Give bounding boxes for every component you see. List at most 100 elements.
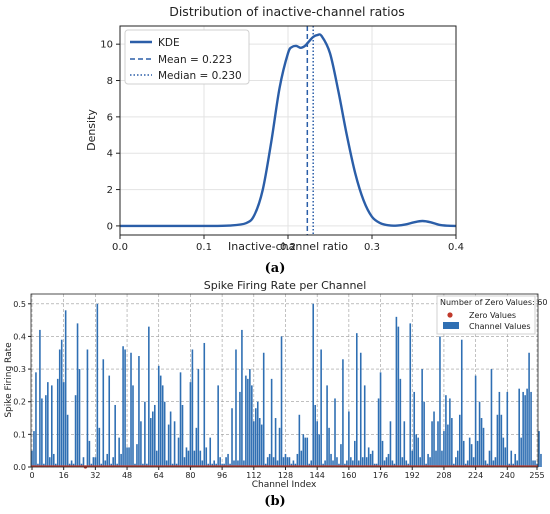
channel-bar [419, 457, 421, 467]
channel-bar [260, 424, 263, 467]
channel-bar [262, 352, 265, 467]
channel-bar [45, 395, 47, 467]
firing-y-tick-label: 0.0 [13, 463, 26, 472]
channel-bar [532, 460, 534, 467]
kde-x-tick-label: 0.4 [448, 242, 464, 253]
channel-bar [110, 463, 113, 467]
firing-x-tick-label: 16 [59, 471, 69, 480]
channel-bar [478, 401, 481, 467]
channel-bar [371, 450, 374, 467]
kde-y-tick-label: 2 [107, 185, 113, 196]
firing-x-tick-label: 0 [29, 471, 34, 480]
channel-bar [58, 349, 61, 467]
firing-x-tick-label: 160 [341, 471, 356, 480]
channel-bar [52, 453, 55, 467]
channel-bar [37, 463, 39, 467]
channel-bar [330, 453, 332, 467]
channel-bar [385, 457, 388, 467]
channel-bar [229, 463, 231, 467]
channel-bar [54, 463, 57, 467]
channel-bar [352, 460, 354, 467]
channel-bar [538, 431, 540, 467]
channel-bar [74, 395, 77, 467]
channel-bar [96, 303, 99, 467]
channel-bar [399, 378, 402, 467]
kde-x-tick-label: 0.2 [280, 242, 296, 253]
channel-bar [290, 463, 293, 467]
channel-bar [292, 460, 295, 467]
channel-bar [181, 404, 184, 467]
firing-y-tick-label: 0.1 [13, 430, 26, 439]
channel-bar [86, 349, 89, 467]
channel-bar [235, 349, 237, 467]
legend-zero-swatch [447, 312, 453, 318]
channel-bar [39, 329, 41, 467]
channel-bar [241, 329, 243, 467]
channel-bar [146, 463, 148, 467]
channel-bar [510, 450, 513, 467]
channel-bar [346, 460, 348, 467]
channel-bar [64, 310, 67, 467]
kde-x-axis-label: Inactive-channel ratio [228, 240, 348, 253]
channel-bar [350, 457, 352, 467]
channel-bar [526, 388, 528, 467]
channel-bar [304, 437, 307, 467]
channel-bar [161, 385, 164, 467]
channel-bar [163, 401, 166, 467]
channel-bar [209, 437, 212, 467]
channel-bar [179, 372, 182, 467]
channel-bar [528, 352, 530, 467]
channel-bar [264, 463, 267, 467]
legend-bars-swatch [443, 322, 459, 329]
channel-bar [72, 463, 75, 467]
channel-bar [397, 326, 400, 467]
channel-bar [500, 414, 503, 467]
channel-bar [405, 460, 408, 467]
channel-bar [80, 463, 83, 467]
channel-bar [415, 434, 417, 467]
channel-bar [512, 463, 515, 467]
channel-bar [439, 336, 441, 467]
channel-bar [256, 401, 259, 467]
kde-y-tick-label: 10 [100, 40, 113, 51]
firing-y-tick-label: 0.3 [13, 365, 26, 374]
kde-y-tick-label: 0 [107, 221, 113, 232]
channel-bar [187, 450, 190, 467]
channel-bar [47, 382, 49, 467]
channel-bar [253, 421, 255, 467]
kde-legend: KDE Mean = 0.223 Median = 0.230 [124, 29, 250, 85]
channel-bar [476, 440, 479, 467]
channel-bar [223, 463, 225, 467]
channel-bar [124, 349, 126, 467]
legend-mean-label: Mean = 0.223 [158, 54, 232, 66]
channel-bar [183, 457, 186, 467]
channel-bar [359, 352, 362, 467]
channel-bar [213, 460, 215, 467]
channel-bar [286, 457, 289, 467]
channel-bar [375, 463, 378, 467]
channel-bar [312, 303, 315, 467]
channel-bar [340, 444, 342, 467]
channel-bar [33, 431, 35, 467]
channel-bar [409, 323, 412, 467]
channel-bar [138, 356, 140, 467]
channel-bar [490, 369, 493, 467]
channel-bar [355, 333, 358, 467]
channel-bar [431, 421, 433, 467]
channel-bar [78, 369, 81, 467]
channel-bar [134, 463, 136, 467]
channel-bar [451, 418, 453, 467]
channel-bar [175, 463, 178, 467]
channel-bar [514, 453, 517, 467]
channel-bar [251, 385, 253, 467]
channel-bar [272, 457, 275, 467]
channel-bar [136, 444, 138, 467]
kde-y-tick-label: 8 [107, 76, 113, 87]
channel-bar [142, 463, 144, 467]
firing-x-tick-label: 96 [217, 471, 227, 480]
channel-bar [280, 336, 283, 467]
channel-bar [148, 326, 150, 467]
channel-bar [344, 463, 346, 467]
channel-bar [427, 453, 429, 467]
channel-bar [488, 450, 491, 467]
